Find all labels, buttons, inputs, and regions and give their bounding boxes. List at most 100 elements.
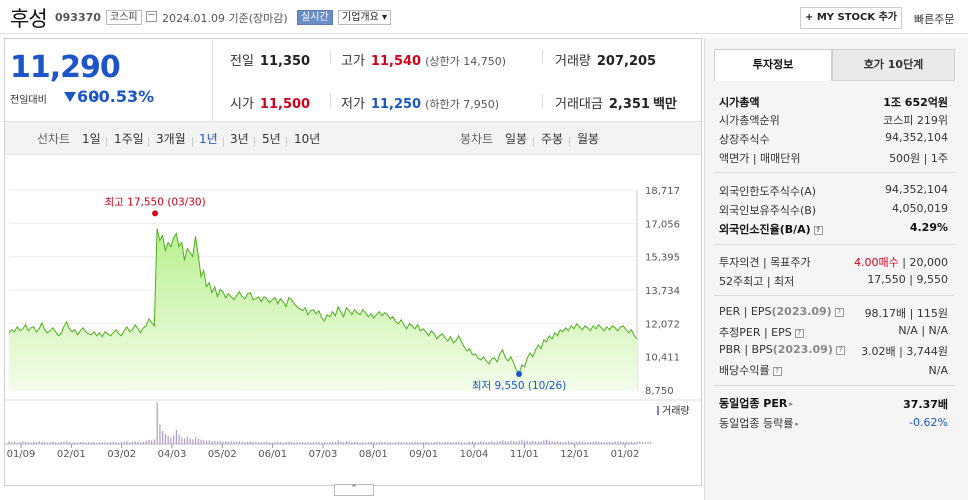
volume-bar — [181, 437, 183, 444]
volume-bar — [189, 438, 191, 444]
foreign-rate-value: 4.29% — [909, 221, 948, 234]
realtime-button[interactable]: 실시간 — [297, 10, 333, 25]
volume-bar — [55, 442, 57, 444]
volume-bar — [288, 441, 290, 444]
tab-10y[interactable]: 10년 — [294, 132, 321, 146]
industry-rate-label[interactable]: 동일업종 등락률 ▸ — [719, 417, 799, 430]
divider — [714, 244, 955, 245]
y-tick-label: 8,750 — [645, 386, 674, 397]
volume-bar — [589, 442, 592, 444]
week52-value: 17,550 | 9,550 — [867, 273, 948, 286]
tab-orderbook[interactable]: 호가 10단계 — [832, 49, 955, 81]
shares-value: 94,352,104 — [885, 131, 948, 144]
volume-bar — [466, 442, 468, 444]
divider — [569, 137, 570, 147]
prev-close: 전일 11,350 — [230, 54, 311, 69]
volume-bar — [609, 441, 611, 444]
collapse-chart-button[interactable]: ⌃ — [334, 484, 374, 496]
volume-bar — [131, 441, 134, 444]
help-icon[interactable]: ? — [835, 345, 845, 355]
volume-bar — [474, 441, 476, 444]
volume-bar — [225, 441, 227, 444]
tab-5y[interactable]: 5년 — [262, 132, 281, 146]
market-cap-value: 1조 652억원 — [883, 96, 948, 109]
volume-bar — [137, 441, 139, 444]
volume-bar — [247, 441, 249, 444]
volume-bar — [340, 441, 342, 444]
volume-bar — [164, 433, 167, 444]
volume-bar — [13, 441, 16, 444]
stock-name[interactable]: 후성 — [10, 7, 48, 31]
volume-bar — [458, 441, 460, 444]
tab-invest-info[interactable]: 투자정보 — [714, 49, 832, 81]
volume-bar — [573, 442, 575, 444]
volume-bar — [33, 441, 35, 444]
tab-1d[interactable]: 1일 — [82, 132, 101, 146]
rank-label: 시가총액순위 — [719, 114, 780, 127]
volume-bar — [381, 441, 383, 444]
tab-3m[interactable]: 3개월 — [156, 132, 186, 146]
y-tick-label: 17,056 — [645, 219, 680, 230]
help-icon[interactable]: ? — [834, 307, 844, 317]
volume-bar — [205, 440, 208, 444]
tab-1w[interactable]: 1주일 — [114, 132, 144, 146]
volume-bar — [296, 442, 298, 444]
industry-per-label[interactable]: 동일업종 PER ▸ — [719, 397, 793, 410]
tab-monthly[interactable]: 월봉 — [577, 132, 600, 146]
tab-1y[interactable]: 1년 — [199, 132, 218, 146]
volume-bar — [238, 441, 241, 444]
help-icon[interactable]: ? — [813, 225, 823, 235]
volume-bar — [450, 442, 452, 444]
volume-bar — [477, 442, 479, 444]
volume-bar — [631, 441, 633, 444]
tab-weekly[interactable]: 주봉 — [541, 132, 564, 146]
volume-bar — [570, 441, 572, 444]
volume-bar — [326, 442, 328, 444]
volume-bar — [118, 442, 120, 444]
volume-bar — [156, 402, 158, 444]
price-area — [9, 228, 637, 390]
volume-bar — [460, 442, 463, 444]
volume-bar — [641, 441, 644, 444]
help-icon[interactable]: ? — [794, 328, 804, 338]
volume-bar — [203, 440, 205, 444]
quick-order-button[interactable]: 빠른주문 — [914, 13, 955, 26]
volume-bar — [551, 441, 553, 444]
price-line — [8, 228, 638, 376]
volume-bar — [603, 441, 605, 444]
help-icon[interactable]: ? — [772, 366, 782, 376]
x-tick-label: 03/02 — [107, 449, 136, 460]
volume-bar — [647, 441, 649, 444]
volume-bar — [279, 442, 282, 444]
volume-bar — [395, 442, 397, 444]
low-marker — [516, 370, 523, 377]
divider — [330, 50, 331, 64]
volume-bar — [27, 442, 29, 444]
volume-bar — [46, 442, 49, 444]
volume-bar — [68, 442, 71, 444]
volume-bar — [469, 441, 471, 444]
volume-bar — [650, 442, 652, 444]
price-chart[interactable]: 18,717 17,056 15,395 13,734 12,072 10,411 8,75… — [5, 155, 701, 485]
volume-bar — [82, 441, 84, 444]
volume-bar — [488, 441, 490, 444]
volume-bar — [392, 442, 394, 444]
add-mystock-button[interactable]: + MY STOCK 추가 — [800, 7, 902, 29]
volume-bar — [622, 442, 624, 444]
volume-bar — [151, 440, 153, 444]
candle-chart-category: 봉차트 — [460, 132, 494, 146]
foreign-hold-value: 4,050,019 — [892, 202, 948, 215]
tab-daily[interactable]: 일봉 — [505, 132, 528, 146]
tab-3y[interactable]: 3년 — [230, 132, 249, 146]
volume-bar — [617, 441, 619, 444]
volume-bar — [441, 442, 443, 444]
open-price: 시가 11,500 — [230, 97, 311, 112]
volume-bar — [263, 442, 265, 444]
volume-legend: 거래량 — [662, 405, 690, 417]
volume-bar — [600, 442, 603, 444]
corp-info-dropdown[interactable]: 기업개요 ▾ — [338, 10, 392, 25]
volume-bar — [192, 439, 194, 444]
volume-bar — [236, 441, 238, 444]
volume-bar — [373, 442, 375, 444]
opinion-label: 투자의견 | 목표주가 — [719, 256, 811, 269]
